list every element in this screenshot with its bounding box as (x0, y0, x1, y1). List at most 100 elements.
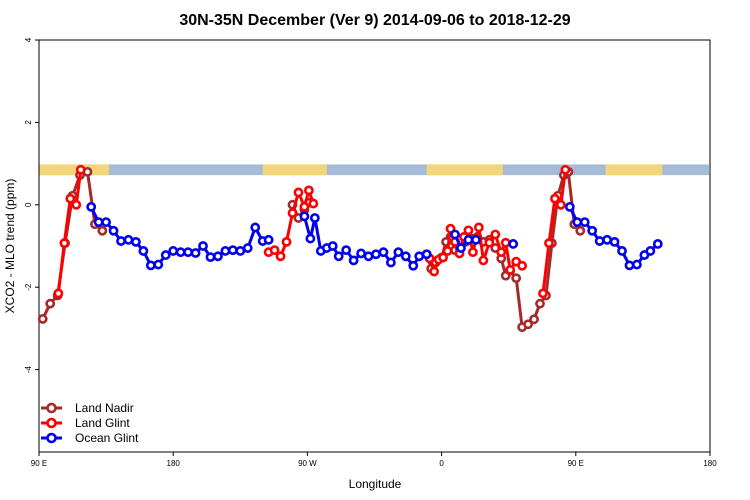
plot-frame (38, 39, 711, 453)
land-glint-point (308, 198, 319, 209)
y-tick-label: -4 (24, 365, 33, 373)
land-glint-point (490, 229, 501, 240)
y-tick-label: 0 (24, 202, 33, 207)
legend-marker-ocean-glint (46, 432, 57, 444)
land-glint-point (275, 251, 286, 262)
x-axis-label: Longitude (349, 477, 402, 491)
ocean-glint-point (263, 234, 274, 245)
land-glint-point (463, 225, 474, 236)
land-glint-point (505, 264, 516, 275)
ocean-glint-point (160, 250, 171, 260)
ocean-glint-point (400, 251, 411, 262)
land-glint-point (429, 266, 440, 277)
land-glint-point (438, 252, 448, 263)
land-glint-point (269, 245, 280, 256)
land-band-0 (39, 164, 110, 176)
land-nadir-point (511, 273, 522, 284)
land-glint-point (538, 288, 548, 299)
ocean-glint-point (250, 222, 261, 233)
land-nadir-point (45, 298, 56, 309)
land-band-2 (426, 164, 503, 176)
land-glint-point (71, 199, 82, 210)
ocean-glint-point (101, 217, 111, 228)
ocean-band (40, 164, 709, 176)
ocean-glint-point (348, 255, 359, 266)
ocean-glint-point (624, 260, 635, 271)
ocean-glint-point (579, 217, 590, 228)
ocean-glint-point (108, 225, 119, 236)
land-glint-point (468, 247, 478, 258)
x-tick-label: 90 E (31, 459, 47, 468)
land-glint-point (517, 260, 528, 271)
ocean-glint-point (341, 245, 352, 256)
y-tick-label: -2 (24, 283, 33, 291)
ocean-glint-point (363, 251, 374, 262)
ocean-glint-point (508, 239, 519, 249)
ocean-glint-point (333, 251, 344, 262)
ocean-glint-point (617, 246, 627, 256)
ocean-glint-point (153, 259, 164, 270)
ocean-glint-point (408, 260, 419, 271)
y-axis-label: XCO2 - MLO trend (ppm) (3, 179, 17, 314)
legend-marker-land-glint (46, 417, 57, 429)
land-glint-point (287, 208, 298, 218)
land-nadir-point (97, 225, 108, 236)
legend-label-ocean-glint: Ocean Glint (75, 431, 139, 445)
land-glint-point (550, 193, 560, 204)
ocean-glint-point (602, 234, 613, 245)
ocean-glint-point (564, 201, 575, 212)
land-glint-point (544, 238, 554, 249)
land-nadir-point (535, 298, 545, 309)
ocean-glint-point (371, 249, 381, 260)
land-glint-line-0 (56, 169, 83, 294)
ocean-glint-point (456, 243, 466, 253)
ocean-glint-point (213, 251, 223, 262)
ocean-glint-point (356, 248, 366, 259)
ocean-glint-point (175, 247, 186, 258)
ocean-glint-point (123, 234, 134, 245)
data-series (37, 164, 663, 333)
legend-marker-land-nadir (46, 402, 57, 414)
ocean-glint-point (421, 249, 432, 260)
land-glint-point (500, 237, 511, 248)
ocean-glint-point (86, 201, 97, 212)
x-tick-label: 0 (439, 459, 444, 468)
land-ocean-band (39, 164, 709, 176)
land-nadir-point (575, 225, 586, 236)
ocean-glint-point (378, 247, 389, 258)
chart-title: 30N-35N December (Ver 9) 2014-09-06 to 2… (179, 12, 570, 29)
ocean-glint-point (609, 236, 620, 247)
ocean-glint-point (168, 246, 179, 256)
legend-label-land-nadir: Land Nadir (75, 401, 134, 415)
ocean-glint-point (299, 211, 310, 222)
land-glint-point (484, 237, 495, 248)
ocean-glint-point (198, 241, 208, 251)
land-glint-point (560, 164, 571, 175)
land-glint-point (478, 255, 489, 266)
ocean-glint-point (205, 252, 216, 263)
land-glint-point (293, 187, 304, 198)
ocean-glint-point (131, 236, 141, 247)
ocean-glint-point (587, 225, 598, 236)
land-glint-point (299, 201, 310, 212)
land-band-3 (605, 164, 663, 176)
y-tick-label: 4 (24, 37, 33, 42)
land-glint-point (496, 247, 507, 258)
x-tick-label: 90 W (298, 459, 317, 468)
ocean-glint-point (93, 217, 104, 228)
land-glint-point (303, 185, 314, 196)
land-nadir-point (529, 314, 539, 325)
ocean-glint-point (652, 239, 663, 249)
ocean-glint-point (116, 236, 126, 246)
ocean-glint-point (386, 257, 396, 268)
ocean-glint-point (227, 245, 238, 256)
ocean-glint-point (450, 229, 460, 240)
ocean-glint-point (327, 241, 338, 251)
land-glint-point (555, 199, 566, 210)
ocean-glint-point (309, 213, 320, 223)
ocean-glint-point (463, 234, 474, 245)
y-tick-label: 2 (24, 120, 33, 125)
ocean-glint-point (235, 246, 246, 256)
